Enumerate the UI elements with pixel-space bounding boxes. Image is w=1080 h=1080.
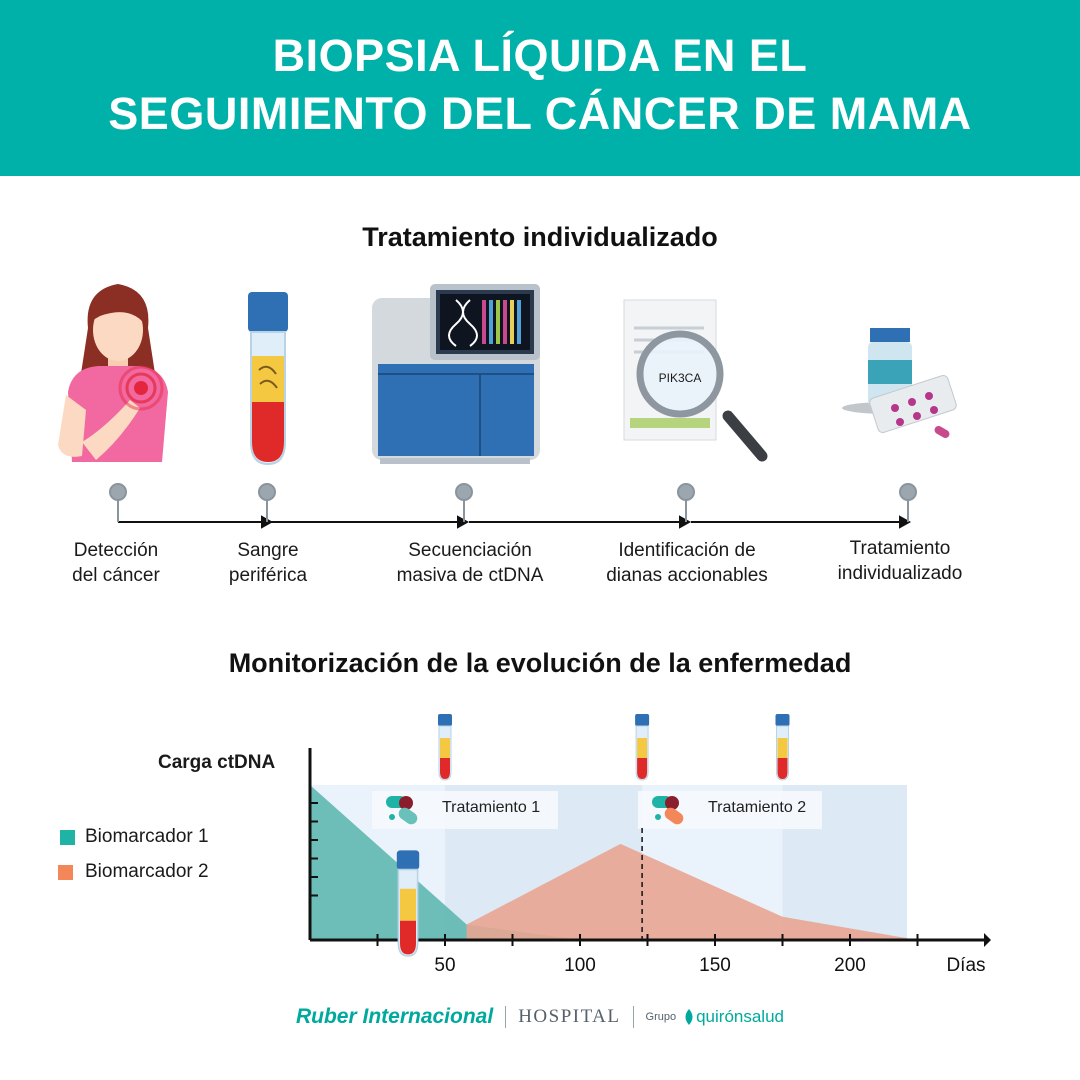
step-sequencing-line1: Secuenciación: [408, 540, 532, 561]
blood-sample-tube-icon: [634, 713, 650, 781]
woman-icon: [58, 284, 168, 462]
pipeline-arrow: [118, 515, 912, 529]
pill-icon: [389, 814, 395, 820]
pill-icon: [655, 814, 661, 820]
magnifier-document-icon: PIK3CA: [623, 299, 768, 462]
blood-tube-icon: [248, 292, 288, 466]
title-line-1: BIOPSIA LÍQUIDA EN EL: [272, 30, 808, 81]
x-tick-label: 200: [834, 955, 866, 976]
section-title-treatment: Tratamiento individualizado: [362, 222, 718, 252]
step-targets: Identificación de dianas accionables: [587, 538, 787, 588]
brand-hospital: HOSPITAL: [518, 1006, 621, 1027]
quironsalud-leaf-icon: [685, 1009, 693, 1025]
pill-icon: [665, 796, 679, 810]
footer-logos: Ruber Internacional HOSPITAL Grupo quiró…: [0, 1005, 1080, 1029]
pill-icon: [664, 807, 684, 825]
pill-icon: [398, 807, 418, 825]
title-banner: BIOPSIA LÍQUIDA EN EL SEGUIMIENTO DEL CÁ…: [0, 0, 1080, 176]
series-area-1: [310, 785, 580, 940]
footer-divider-2: [632, 1006, 634, 1028]
step-sequencing-line2: masiva de ctDNA: [396, 565, 544, 586]
legend-swatch-1: [60, 829, 75, 845]
x-tick-label: 100: [564, 955, 596, 976]
treatment-label-2: Tratamiento 2: [708, 799, 806, 816]
sequencer-icon: [372, 284, 540, 464]
step-detection: Detección del cáncer: [16, 538, 216, 588]
step-blood-line2: periférica: [228, 565, 308, 586]
step-targets-line1: Identificación de: [618, 540, 756, 561]
footer-divider-1: [505, 1006, 507, 1028]
monitoring-chart: Tratamiento 1 Tratamiento 2 50 100 150 200 Dí…: [308, 713, 991, 976]
x-tick-label: 150: [699, 955, 731, 976]
step-treatment: Tratamiento individualizado: [800, 536, 1000, 586]
series-area-2: [466, 843, 918, 940]
step-detection-line1: Detección: [73, 540, 159, 561]
gene-label: PIK3CA: [659, 371, 702, 385]
title-line-2: SEGUIMIENTO DEL CÁNCER DE MAMA: [108, 88, 972, 139]
step-targets-line2: dianas accionables: [606, 565, 768, 586]
x-axis-label: Días: [946, 955, 985, 976]
chart-y-label: Carga ctDNA: [158, 752, 276, 773]
blood-sample-tube-icon: [437, 713, 453, 781]
legend-swatch-2: [58, 864, 73, 880]
section-title-monitoring: Monitorización de la evolución de la enf…: [228, 648, 852, 678]
brand-ruber: Ruber Internacional: [295, 1005, 494, 1028]
brand-quironsalud: quirónsalud: [696, 1007, 784, 1026]
x-axis-arrow: [984, 933, 991, 947]
legend-label-1: Biomarcador 1: [85, 826, 209, 847]
legend-blood-tube-icon: [396, 849, 421, 957]
x-tick-label: 50: [434, 955, 455, 976]
blood-sample-tube-icon: [775, 713, 790, 781]
step-treatment-line1: Tratamiento: [849, 538, 951, 559]
legend-label-2: Biomarcador 2: [85, 861, 209, 882]
legend-item-biomarker-2: Biomarcador 2: [58, 861, 209, 883]
step-blood: Sangre periférica: [168, 538, 368, 588]
legend-item-biomarker-1: Biomarcador 1: [60, 826, 209, 848]
step-detection-line2: del cáncer: [72, 565, 160, 586]
step-blood-line1: Sangre: [237, 540, 299, 561]
brand-group: Grupo: [645, 1011, 677, 1023]
treatment-label-1: Tratamiento 1: [442, 799, 540, 816]
medication-icon: [842, 328, 957, 438]
pipeline-illustrations: PIK3CA: [58, 284, 957, 529]
step-treatment-line2: individualizado: [837, 563, 963, 584]
pipeline-pins: [109, 483, 917, 522]
step-sequencing: Secuenciación masiva de ctDNA: [370, 538, 570, 588]
pill-icon: [399, 796, 413, 810]
